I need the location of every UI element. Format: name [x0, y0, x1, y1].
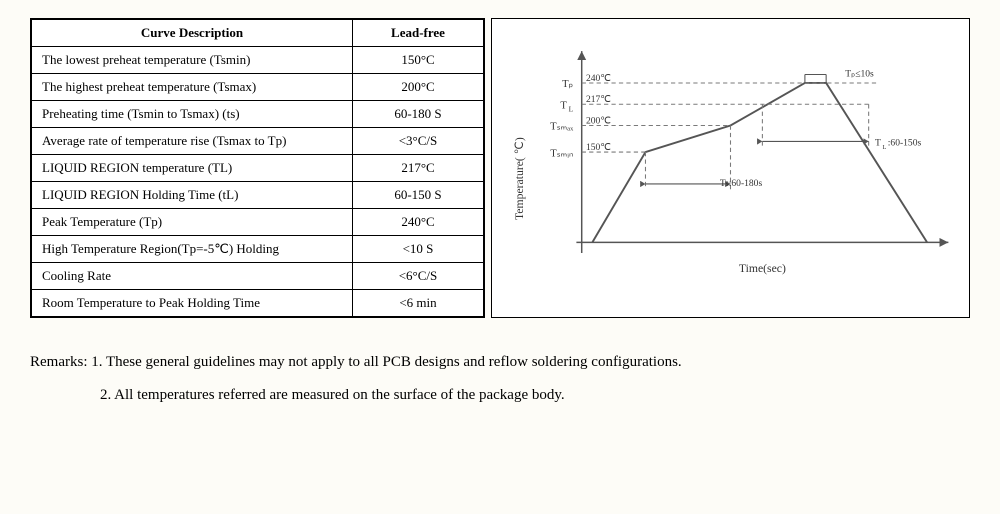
svg-text:L: L [882, 144, 886, 151]
cell-val: 217°C [353, 155, 484, 182]
cell-val: <6 min [353, 290, 484, 317]
svg-text:Temperature( ℃): Temperature( ℃) [513, 137, 526, 220]
cell-val: 60-150 S [353, 182, 484, 209]
table-row: LIQUID REGION Holding Time (tL)60-150 S [32, 182, 484, 209]
svg-text:L: L [569, 105, 574, 114]
cell-desc: Average rate of temperature rise (Tsmax … [32, 128, 353, 155]
svg-text:T: T [875, 138, 881, 149]
table-row: The highest preheat temperature (Tsmax)2… [32, 74, 484, 101]
col-header-leadfree: Lead-free [353, 20, 484, 47]
table-row: Peak Temperature (Tp)240°C [32, 209, 484, 236]
svg-text:200℃: 200℃ [586, 115, 611, 126]
reflow-profile-chart: Temperature( ℃)Time(sec)Tₚ240℃TL217℃Tₛₘₐ… [491, 18, 970, 318]
svg-text:Tₚ≤10s: Tₚ≤10s [845, 69, 874, 80]
table-row: High Temperature Region(Tp=-5℃) Holding<… [32, 236, 484, 263]
cell-val: 240°C [353, 209, 484, 236]
cell-desc: LIQUID REGION Holding Time (tL) [32, 182, 353, 209]
remark-2: 2. All temperatures referred are measure… [30, 379, 970, 412]
cell-val: <3°C/S [353, 128, 484, 155]
remark-1: Remarks: 1. These general guidelines may… [30, 346, 970, 379]
parameters-table: Curve Description Lead-free The lowest p… [31, 19, 484, 317]
cell-val: 150°C [353, 47, 484, 74]
table-row: Room Temperature to Peak Holding Time<6 … [32, 290, 484, 317]
cell-val: 60-180 S [353, 101, 484, 128]
top-row: Curve Description Lead-free The lowest p… [30, 18, 970, 318]
cell-desc: Room Temperature to Peak Holding Time [32, 290, 353, 317]
svg-text:Tₛₘₐₓ: Tₛₘₐₓ [550, 122, 574, 133]
remarks: Remarks: 1. These general guidelines may… [30, 346, 970, 412]
cell-desc: High Temperature Region(Tp=-5℃) Holding [32, 236, 353, 263]
svg-text:240℃: 240℃ [586, 73, 611, 84]
cell-val: <6°C/S [353, 263, 484, 290]
cell-desc: The highest preheat temperature (Tsmax) [32, 74, 353, 101]
svg-text:Time(sec): Time(sec) [739, 262, 786, 275]
reflow-profile-svg: Temperature( ℃)Time(sec)Tₚ240℃TL217℃Tₛₘₐ… [502, 29, 959, 307]
table-row: Cooling Rate<6°C/S [32, 263, 484, 290]
table-row: Average rate of temperature rise (Tsmax … [32, 128, 484, 155]
cell-desc: The lowest preheat temperature (Tsmin) [32, 47, 353, 74]
svg-text:217℃: 217℃ [586, 94, 611, 105]
svg-text::60-150s: :60-150s [888, 138, 922, 149]
parameters-table-container: Curve Description Lead-free The lowest p… [30, 18, 485, 318]
cell-val: 200°C [353, 74, 484, 101]
svg-text:Tₛₘᵢₙ: Tₛₘᵢₙ [550, 148, 573, 159]
table-row: Preheating time (Tsmin to Tsmax) (ts)60-… [32, 101, 484, 128]
svg-text:150℃: 150℃ [586, 142, 611, 153]
svg-text:Ts:60-180s: Ts:60-180s [720, 178, 763, 189]
cell-desc: Preheating time (Tsmin to Tsmax) (ts) [32, 101, 353, 128]
cell-val: <10 S [353, 236, 484, 263]
cell-desc: Cooling Rate [32, 263, 353, 290]
cell-desc: Peak Temperature (Tp) [32, 209, 353, 236]
table-row: LIQUID REGION temperature (TL)217°C [32, 155, 484, 182]
svg-text:T: T [560, 100, 567, 111]
table-row: The lowest preheat temperature (Tsmin)15… [32, 47, 484, 74]
col-header-description: Curve Description [32, 20, 353, 47]
cell-desc: LIQUID REGION temperature (TL) [32, 155, 353, 182]
svg-text:Tₚ: Tₚ [562, 79, 573, 90]
